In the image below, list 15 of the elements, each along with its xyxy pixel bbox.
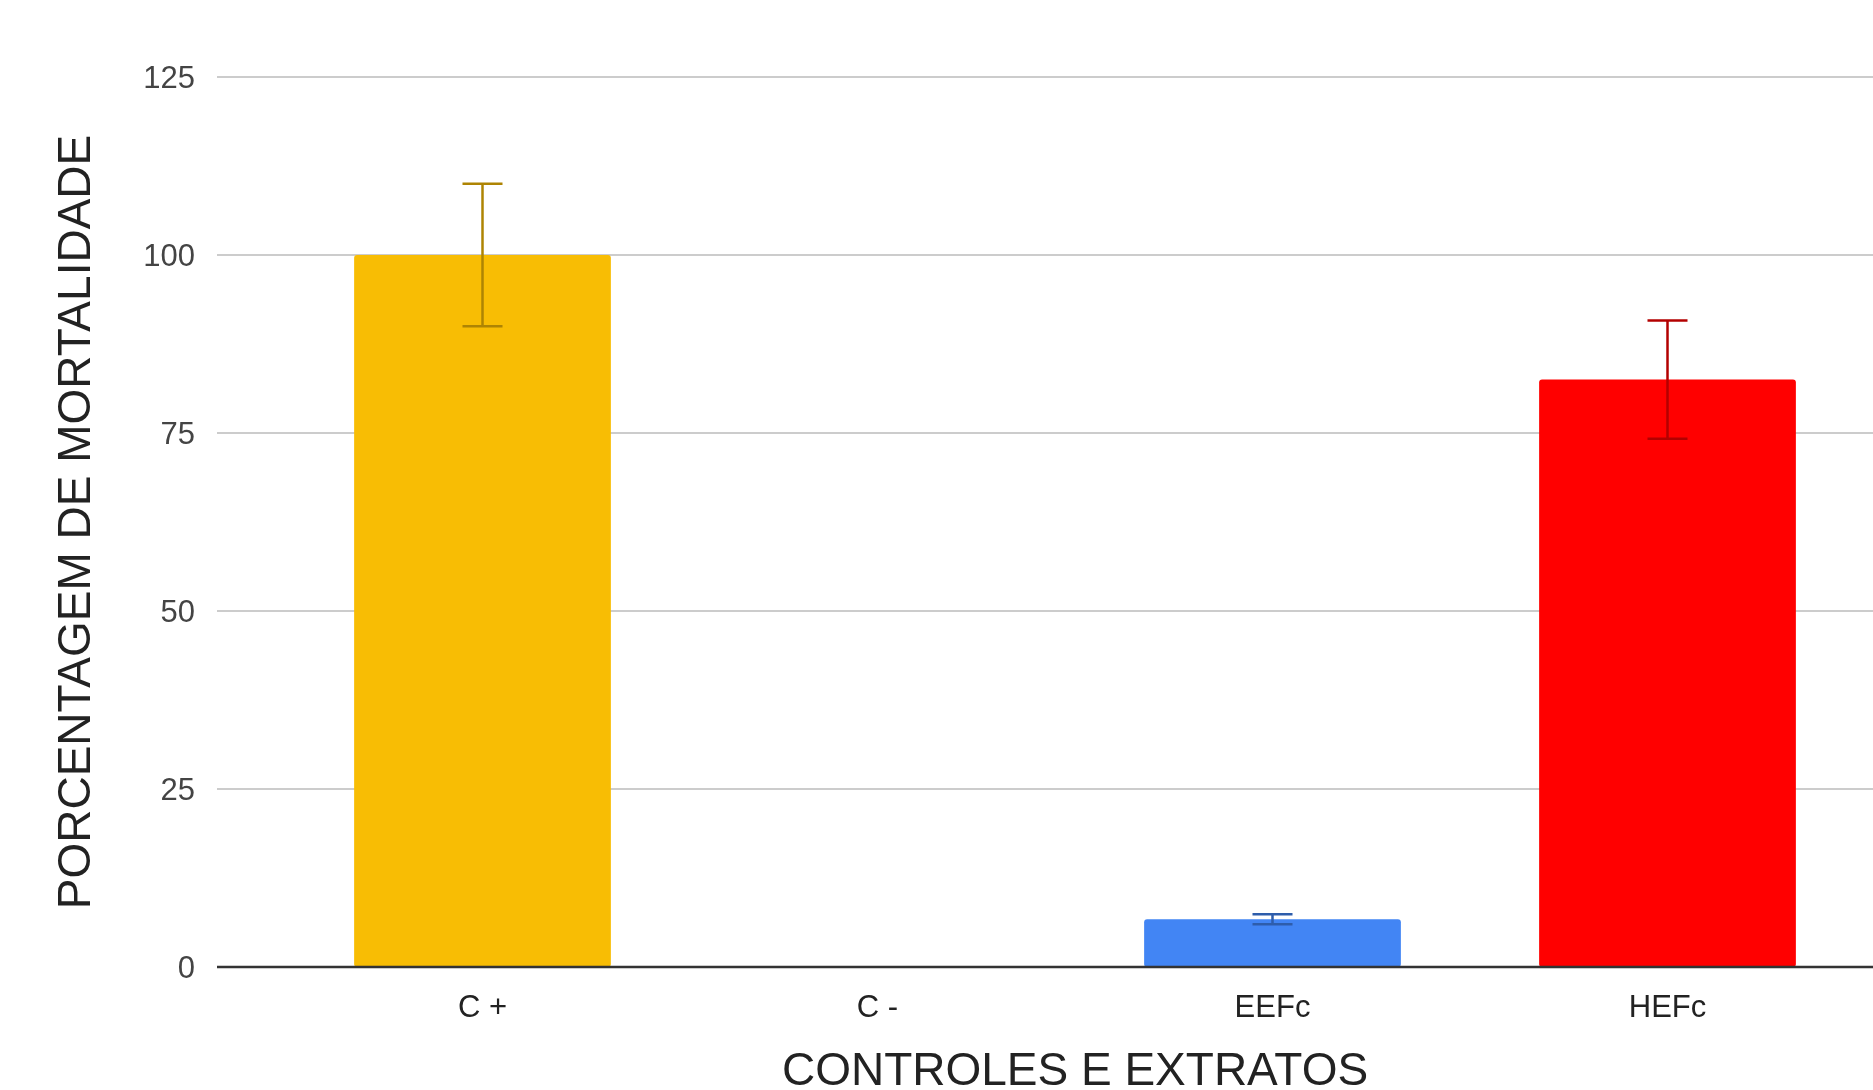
y-tick-label: 0: [177, 949, 195, 985]
y-tick-label: 100: [143, 237, 195, 273]
x-tick-label: C -: [856, 989, 899, 1024]
x-tick-label: EEFc: [1234, 989, 1311, 1024]
x-tick-label: C +: [457, 989, 508, 1024]
bar: [1144, 919, 1401, 967]
bar: [354, 255, 611, 967]
y-tick-label: 125: [143, 59, 195, 95]
x-axis-title: CONTROLES E EXTRATOS: [781, 1043, 1369, 1090]
y-tick-label: 75: [160, 415, 195, 451]
y-tick-label: 50: [160, 593, 195, 629]
y-axis-title: PORCENTAGEM DE MORTALIDADE: [48, 134, 100, 910]
y-tick-label: 25: [160, 771, 195, 807]
x-tick-label: HEFc: [1628, 989, 1707, 1024]
bar: [1539, 379, 1796, 967]
